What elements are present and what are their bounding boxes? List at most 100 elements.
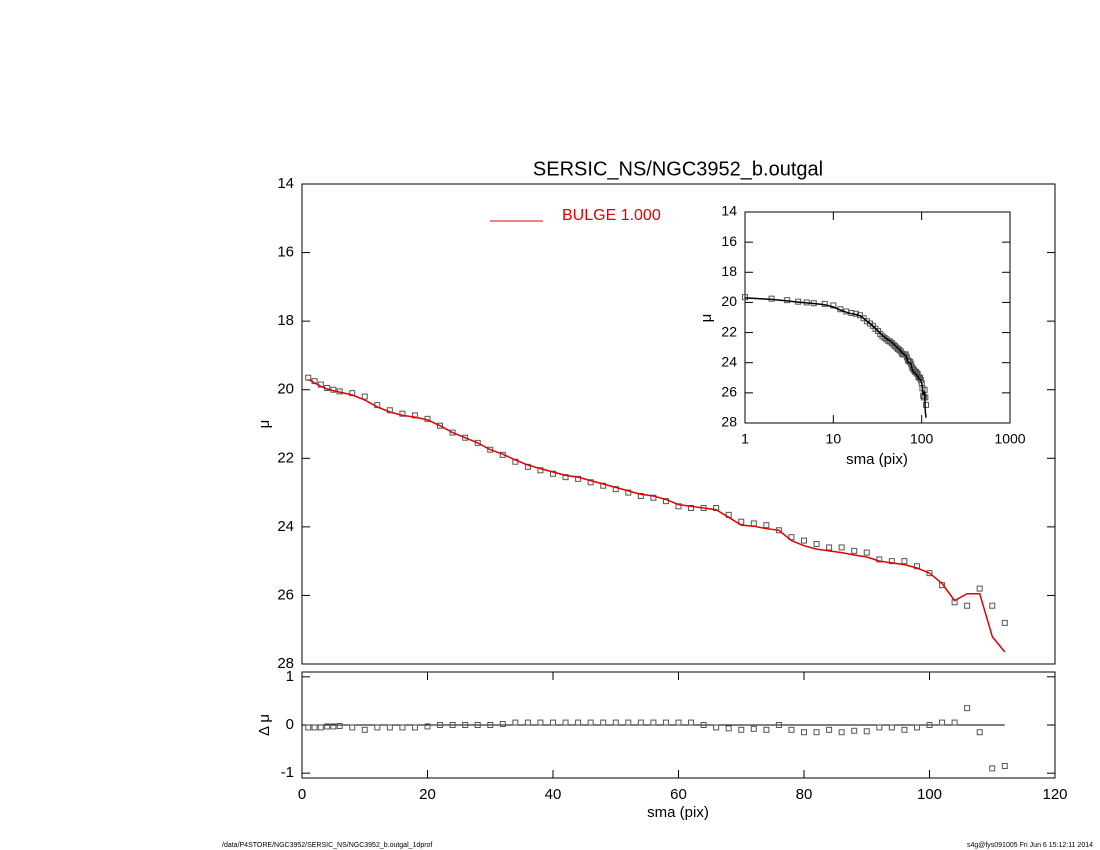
data-point [474, 439, 481, 446]
y-tick-label: 26 [721, 384, 737, 400]
x-tick-label: 100 [917, 786, 942, 803]
data-point [838, 544, 845, 551]
residual-point [437, 722, 444, 728]
data-point [964, 602, 971, 609]
residual-point [650, 719, 657, 726]
y-tick-label: 18 [721, 263, 737, 279]
y-tick-label: 28 [277, 655, 294, 672]
y-axis-label: Δ μ [256, 714, 273, 736]
residual-point [474, 722, 481, 728]
residual-point [361, 726, 368, 733]
residual-point [449, 722, 456, 728]
residual-point [512, 719, 519, 726]
data-point [801, 537, 807, 544]
x-tick-label: 120 [1042, 786, 1067, 803]
residual-point [330, 723, 337, 730]
residual-point [305, 724, 312, 731]
y-tick-label: 24 [277, 518, 294, 535]
data-point [437, 422, 444, 429]
model-line [744, 297, 927, 418]
data-point [830, 302, 837, 309]
footer-right: s4g@fys091005 Fri Jun 6 15:12:11 2014 [967, 842, 1093, 849]
x-tick-label: 10 [826, 431, 842, 447]
residual-point [424, 723, 431, 730]
residual-point [575, 719, 582, 726]
x-tick-label: 1000 [994, 431, 1025, 447]
residual-point [763, 726, 770, 733]
residual-point [788, 726, 795, 733]
residual-point [487, 722, 494, 728]
y-tick-label: 20 [277, 381, 294, 398]
residual-point [951, 719, 958, 726]
residual-point [700, 722, 707, 728]
data-point [688, 505, 695, 511]
data-point [763, 522, 770, 529]
x-axis-label: sma (pix) [647, 804, 709, 821]
data-point [537, 467, 544, 474]
data-point [449, 429, 456, 436]
residual-point [964, 705, 971, 712]
data-point [411, 412, 418, 419]
residual-point [499, 721, 506, 728]
residual-point [524, 719, 531, 726]
data-point [750, 520, 757, 527]
data-point [637, 493, 644, 499]
residual-point [349, 724, 356, 731]
data-point [462, 434, 469, 441]
residual-point [976, 729, 983, 736]
y-tick-label: 24 [721, 353, 737, 369]
data-point [826, 544, 833, 551]
data-point [742, 294, 748, 301]
residual-point [939, 719, 946, 726]
y-axis-label: μ [256, 420, 273, 429]
data-point [860, 315, 867, 322]
x-tick-label: 0 [298, 786, 306, 803]
residual-point [901, 726, 908, 733]
data-point [587, 479, 594, 486]
residual-point [851, 727, 858, 734]
y-axis-label: μ [698, 314, 715, 323]
x-tick-label: 80 [796, 786, 813, 803]
data-point [813, 541, 820, 547]
residual-point [386, 724, 393, 731]
residual-point [725, 725, 732, 732]
data-point [876, 556, 883, 563]
chart-title: SERSIC_NS/NGC3952_b.outgal [533, 158, 823, 180]
y-tick-label: 22 [721, 323, 737, 339]
data-point [989, 602, 996, 609]
residual-point [801, 729, 807, 736]
residual-point [876, 724, 883, 731]
x-tick-label: 40 [545, 786, 562, 803]
residual-point [311, 724, 318, 731]
y-tick-label: 16 [277, 244, 294, 261]
residual-point [863, 728, 870, 735]
residual-point [336, 722, 343, 729]
y-tick-label: 14 [721, 203, 737, 219]
residual-point [775, 722, 782, 728]
y-tick-label: 22 [277, 449, 294, 466]
residual-point [324, 723, 331, 730]
residual-point [888, 724, 895, 731]
y-tick-label: -1 [281, 764, 294, 781]
data-point [890, 341, 897, 348]
residual-point [913, 724, 920, 731]
residual-point [411, 724, 418, 731]
data-point [675, 503, 682, 510]
residual-point [662, 719, 669, 726]
data-point [399, 410, 406, 417]
data-point [923, 401, 930, 408]
data-point [1001, 619, 1008, 626]
data-point [976, 585, 983, 592]
data-point [650, 494, 657, 501]
data-point [881, 334, 888, 341]
residual-point [1001, 762, 1008, 769]
residual-point [738, 726, 745, 733]
model-line [307, 378, 1006, 653]
data-point [600, 482, 607, 489]
legend-label: BULGE 1.000 [562, 207, 661, 224]
residual-point [713, 724, 720, 731]
data-point [550, 470, 556, 477]
residual-point [750, 725, 757, 732]
y-tick-label: 28 [721, 414, 737, 430]
